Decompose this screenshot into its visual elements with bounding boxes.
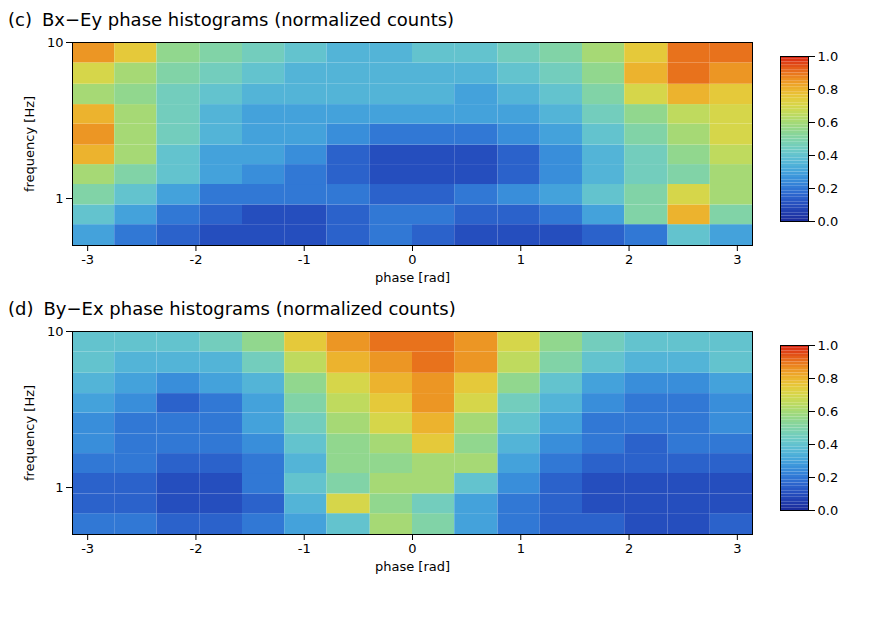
svg-text:3: 3: [733, 252, 741, 267]
html-text:By−Ex phase histograms (normal: By−Ex phase histograms (normalized count…: [43, 298, 456, 319]
svg-text:0: 0: [408, 541, 416, 556]
html-text:(c): (c): [8, 9, 32, 30]
svg-text:-1: -1: [298, 252, 311, 267]
svg-text:frequency [Hz]: frequency [Hz]: [22, 96, 37, 192]
svg-text:0.8: 0.8: [818, 371, 839, 386]
svg-text:10: 10: [47, 324, 64, 339]
svg-text:0.6: 0.6: [818, 404, 839, 419]
svg-text:10: 10: [47, 35, 64, 50]
svg-text:2: 2: [625, 541, 633, 556]
svg-text:0.0: 0.0: [818, 503, 839, 518]
svg-text:0: 0: [408, 252, 416, 267]
svg-text:0.0: 0.0: [818, 214, 839, 229]
svg-text:-3: -3: [81, 252, 94, 267]
html-text:(d): (d): [8, 298, 34, 319]
svg-text:-2: -2: [189, 252, 202, 267]
svg-text:phase [rad]: phase [rad]: [375, 559, 450, 574]
html-text:Bx−Ey phase histograms (normal: Bx−Ey phase histograms (normalized count…: [42, 9, 455, 30]
svg-text:1: 1: [517, 541, 525, 556]
svg-text:1: 1: [55, 480, 63, 495]
svg-text:2: 2: [625, 252, 633, 267]
svg-text:0.2: 0.2: [818, 181, 839, 196]
svg-text:1.0: 1.0: [818, 49, 839, 64]
svg-text:3: 3: [733, 541, 741, 556]
svg-text:0.6: 0.6: [818, 115, 839, 130]
svg-text:1: 1: [55, 191, 63, 206]
svg-text:frequency [Hz]: frequency [Hz]: [22, 385, 37, 481]
svg-text:-2: -2: [189, 541, 202, 556]
svg-text:1: 1: [517, 252, 525, 267]
svg-text:0.4: 0.4: [818, 148, 839, 163]
svg-text:phase [rad]: phase [rad]: [375, 270, 450, 285]
svg-text:0.2: 0.2: [818, 470, 839, 485]
svg-text:0.8: 0.8: [818, 82, 839, 97]
svg-text:-1: -1: [298, 541, 311, 556]
svg-text:0.4: 0.4: [818, 437, 839, 452]
svg-text:1.0: 1.0: [818, 338, 839, 353]
svg-text:-3: -3: [81, 541, 94, 556]
